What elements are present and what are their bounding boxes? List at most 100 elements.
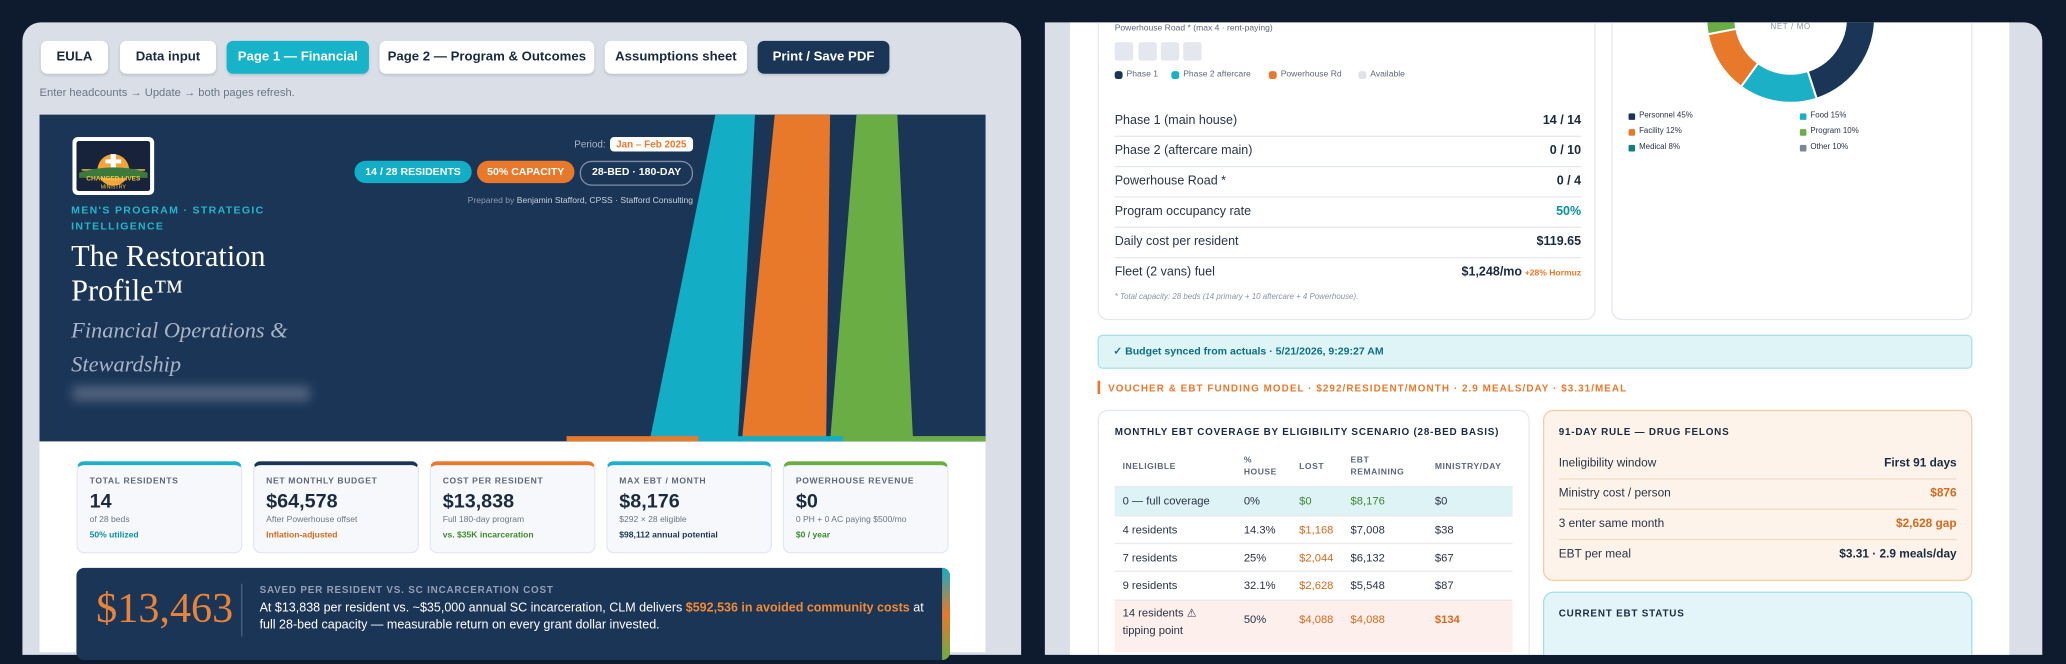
hint: Enter headcounts → Update → both pages r… (39, 85, 295, 99)
table-cell: $6,132 (1350, 550, 1385, 564)
table-cell: $4,088 (1350, 612, 1385, 626)
donut-segment (1705, 22, 1738, 36)
table-cell: 0 — full coverage (1122, 494, 1210, 508)
kpi-label: COST PER RESIDENT (442, 476, 544, 487)
row-value: 50% (1556, 204, 1582, 219)
nav-button[interactable]: Data input (119, 40, 217, 74)
table-row (1114, 515, 1513, 543)
legend-entry: Medical 8% (1639, 144, 1680, 152)
table-row (1114, 486, 1513, 516)
kpi-note: Inflation-adjusted (266, 530, 338, 541)
value: $1,248/mo (1461, 264, 1523, 280)
prepared-by: Benjamin Stafford, CPSS · Stafford Consu… (516, 196, 694, 206)
legend-swatch (1628, 129, 1636, 136)
kpi-note: $98,112 annual potential (619, 530, 718, 541)
row-label: Powerhouse Road * (1114, 173, 1227, 189)
table-cell: 9 residents (1122, 578, 1178, 592)
legend-value: 10% (1842, 127, 1859, 136)
hero-title: The Restoration Profile™ (71, 239, 266, 308)
divider (241, 583, 243, 637)
legend-name: Facility (1639, 127, 1664, 136)
highlight: $592,536 in avoided community costs (685, 600, 910, 616)
kpi-note: 50% utilized (89, 530, 139, 541)
kpi-value: 14 (89, 490, 112, 513)
table-cell: 32.1% (1243, 578, 1276, 592)
badges: 14 / 28 RESIDENTS 50% CAPACITY 28-BED · 18… (354, 160, 694, 186)
legend-label: Available (1370, 69, 1405, 80)
bed-slot (1138, 42, 1157, 61)
table-cell: 7 residents (1122, 550, 1178, 564)
blurred-line (72, 386, 310, 401)
nav-button[interactable]: Page 2 — Program & Outcomes (379, 40, 595, 74)
hero: CHANGED LIVES MINISTRY MEN'S PROGRAM · S… (39, 114, 986, 442)
row-divider (1558, 538, 1957, 541)
right-panel: Powerhouse Road * (max 4 · rent-paying) … (1044, 22, 2043, 655)
text: At $13,838 per resident vs. ~$35,000 ann… (259, 600, 686, 616)
table-cell: $38 (1434, 522, 1454, 536)
nav-button[interactable]: Assumptions sheet (604, 40, 748, 74)
ebt-status-card (1542, 591, 1973, 655)
rule-title: 91-DAY RULE — DRUG FELONS (1558, 425, 1730, 438)
stripe (566, 436, 699, 442)
table-cell: $8,176 (1350, 494, 1385, 508)
row-divider (1558, 508, 1957, 510)
row-label: Ministry cost / person (1558, 486, 1671, 500)
column-header: % HOUSE (1243, 455, 1277, 477)
section-bar (1097, 380, 1101, 394)
table-cell: $67 (1434, 550, 1454, 564)
legend-name: Program (1810, 127, 1841, 136)
row-divider (1558, 478, 1957, 480)
savings-text: At $13,838 per resident vs. ~$35,000 ann… (260, 600, 943, 634)
table-title: MONTHLY EBT COVERAGE BY ELIGIBILITY SCEN… (1114, 425, 1500, 438)
nav-button[interactable]: Print / Save PDF (757, 40, 890, 74)
hero-stripes (566, 114, 986, 442)
kpi-label: MAX EBT / MONTH (619, 476, 707, 487)
table-cell: $0 (1299, 494, 1312, 508)
bed-slot (1183, 42, 1202, 61)
legend-entry: Other 10% (1810, 144, 1848, 152)
row-divider (1114, 135, 1582, 138)
prepared-prefix: Prepared by (467, 196, 515, 206)
legend-value: 12% (1665, 127, 1682, 136)
table-cell: $0 (1434, 494, 1448, 508)
legend-value: 15% (1830, 111, 1847, 120)
row-value: $2,628 gap (1895, 516, 1957, 530)
badge: 28-BED · 180-DAY (580, 160, 694, 186)
prepared: Prepared by Benjamin Stafford, CPSS · St… (468, 196, 693, 205)
savings-banner: $13,463 SAVED PER RESIDENT VS. SC INCARC… (76, 567, 950, 661)
stripe (843, 436, 986, 442)
column-header: MINISTRY/DAY (1434, 461, 1502, 472)
eyebrow: MEN'S PROGRAM · STRATEGIC INTELLIGENCE (71, 204, 265, 232)
table-cell: 4 residents (1122, 522, 1178, 536)
legend-value: 10% (1832, 143, 1849, 152)
kpi-card: NET MONTHLY BUDGET $64,578 After Powerhous… (252, 461, 419, 554)
kpi-card: TOTAL RESIDENTS 14 of 28 beds 50% utilized (76, 461, 243, 554)
kpi-value: $64,578 (266, 490, 338, 513)
stripe (649, 114, 755, 442)
row-value: First 91 days (1884, 455, 1957, 470)
legend-name: Medical (1639, 143, 1667, 152)
row-label: Program occupancy rate (1114, 204, 1252, 219)
table-cell: $5,548 (1350, 578, 1385, 592)
nav-button[interactable]: EULA (40, 40, 109, 74)
table-row (1114, 599, 1513, 653)
bed-slot (1160, 42, 1180, 61)
kpi-label: POWERHOUSE REVENUE (795, 476, 915, 487)
donut-segment (1806, 22, 1876, 100)
column-header: INELIGIBLE (1122, 461, 1176, 472)
kpi-label: TOTAL RESIDENTS (89, 476, 179, 487)
legend-entry: Facility 12% (1639, 128, 1682, 136)
section-header: VOUCHER & EBT FUNDING MODEL · $292/RESID… (1108, 382, 1628, 394)
legend-entry: Food 15% (1810, 112, 1846, 120)
legend-swatch (1628, 113, 1636, 120)
logo-art (76, 140, 151, 192)
legend-name: Other (1810, 143, 1831, 152)
stripe (741, 114, 831, 442)
powerhouse-caption: Powerhouse Road * (max 4 · rent-paying) (1114, 23, 1273, 33)
value-extra: +28% Hormuz (1524, 268, 1582, 279)
nav-button[interactable]: Page 1 — Financial (226, 40, 369, 74)
table-row (1114, 570, 1513, 600)
kpi-value: $8,176 (619, 490, 680, 513)
